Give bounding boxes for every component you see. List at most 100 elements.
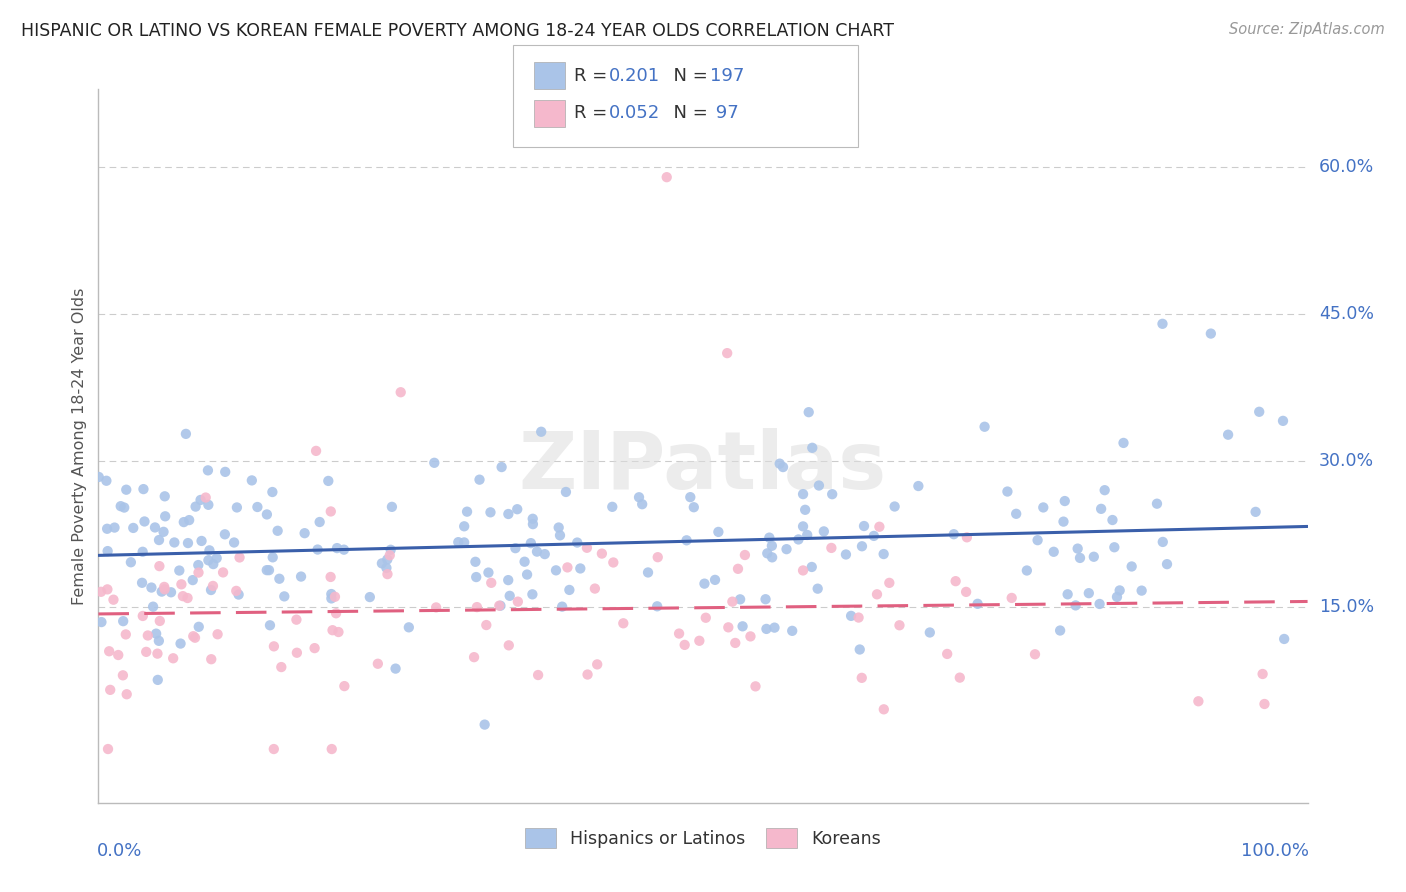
Point	[522, 587, 544, 601]
Point	[1032, 500, 1054, 515]
Point	[522, 517, 544, 532]
Point	[775, 542, 797, 557]
Point	[1152, 317, 1174, 331]
Point	[1077, 586, 1099, 600]
Point	[631, 497, 654, 511]
Text: ZIPatlas: ZIPatlas	[519, 428, 887, 507]
Point	[731, 619, 754, 633]
Point	[498, 507, 520, 521]
Point	[612, 616, 634, 631]
Point	[973, 419, 995, 434]
Point	[866, 587, 889, 601]
Text: 0.052: 0.052	[609, 104, 659, 122]
Point	[456, 505, 478, 519]
Point	[97, 544, 120, 558]
Point	[557, 560, 579, 574]
Point	[761, 550, 783, 565]
Point	[533, 547, 555, 561]
Point	[205, 551, 228, 566]
Point	[547, 520, 569, 534]
Point	[851, 539, 873, 553]
Point	[256, 508, 278, 522]
Point	[262, 550, 284, 565]
Point	[763, 621, 786, 635]
Point	[322, 624, 344, 638]
Point	[693, 576, 716, 591]
Point	[792, 564, 814, 578]
Point	[879, 575, 901, 590]
Point	[479, 575, 502, 590]
Point	[505, 541, 527, 556]
Point	[107, 648, 129, 662]
Point	[141, 581, 163, 595]
Point	[863, 529, 886, 543]
Point	[489, 599, 512, 613]
Point	[516, 567, 538, 582]
Point	[465, 570, 488, 584]
Point	[744, 679, 766, 693]
Point	[464, 555, 486, 569]
Point	[728, 592, 751, 607]
Text: N =: N =	[662, 104, 714, 122]
Point	[87, 470, 110, 484]
Point	[754, 592, 776, 607]
Point	[103, 592, 125, 607]
Point	[256, 563, 278, 577]
Point	[207, 627, 229, 641]
Point	[212, 566, 235, 580]
Point	[1052, 515, 1074, 529]
Point	[333, 542, 356, 557]
Point	[724, 636, 747, 650]
Point	[270, 660, 292, 674]
Point	[187, 558, 209, 572]
Point	[769, 457, 792, 471]
Point	[381, 500, 404, 514]
Point	[326, 541, 349, 555]
Point	[479, 505, 502, 519]
Point	[1015, 564, 1038, 578]
Point	[796, 528, 818, 542]
Point	[169, 637, 191, 651]
Point	[377, 567, 399, 582]
Point	[544, 563, 567, 577]
Point	[1272, 632, 1295, 646]
Point	[942, 527, 965, 541]
Point	[132, 609, 155, 624]
Point	[955, 585, 977, 599]
Point	[148, 533, 170, 547]
Point	[290, 569, 312, 583]
Point	[240, 474, 263, 488]
Point	[136, 628, 159, 642]
Text: 0.201: 0.201	[609, 67, 659, 85]
Point	[761, 539, 783, 553]
Point	[1066, 541, 1088, 556]
Point	[285, 646, 308, 660]
Point	[498, 638, 520, 652]
Point	[468, 473, 491, 487]
Point	[1130, 583, 1153, 598]
Text: 97: 97	[710, 104, 738, 122]
Point	[153, 509, 176, 524]
Point	[520, 536, 543, 550]
Point	[655, 170, 678, 185]
Point	[246, 500, 269, 514]
Point	[305, 443, 328, 458]
Point	[384, 662, 406, 676]
Point	[1272, 414, 1295, 428]
Point	[103, 520, 125, 534]
Point	[96, 522, 118, 536]
Point	[200, 582, 222, 597]
Point	[569, 561, 592, 575]
Point	[1094, 483, 1116, 498]
Point	[807, 478, 830, 492]
Point	[463, 650, 485, 665]
Point	[558, 582, 581, 597]
Point	[222, 535, 245, 549]
Point	[96, 474, 118, 488]
Point	[853, 519, 876, 533]
Point	[307, 542, 329, 557]
Y-axis label: Female Poverty Among 18-24 Year Olds: Female Poverty Among 18-24 Year Olds	[72, 287, 87, 605]
Point	[98, 644, 121, 658]
Point	[1088, 597, 1111, 611]
Point	[527, 668, 550, 682]
